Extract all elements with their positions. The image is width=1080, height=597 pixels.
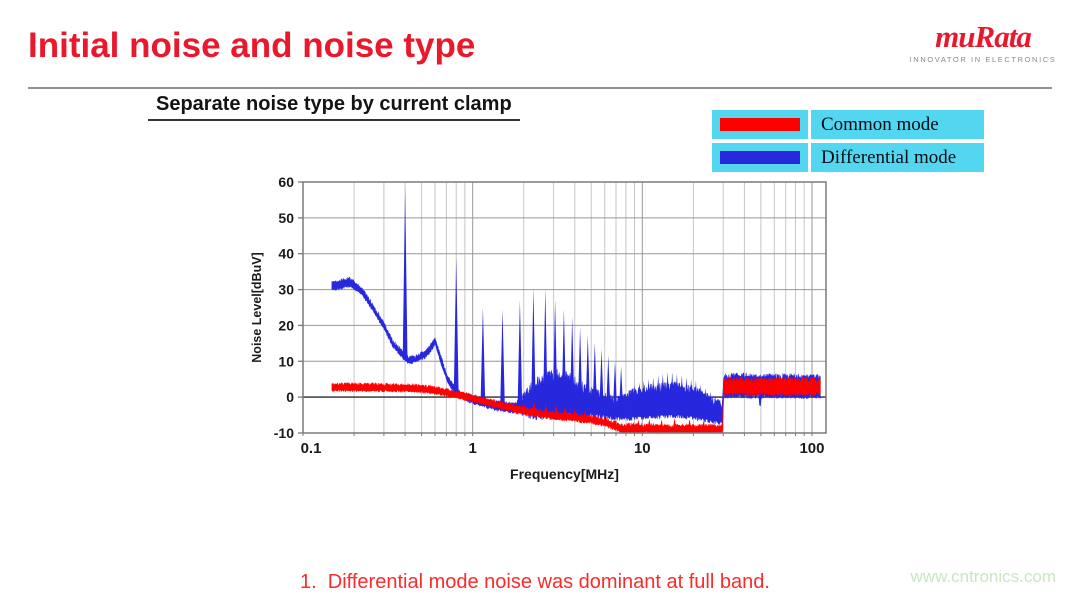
svg-text:Noise Level[dBuV]: Noise Level[dBuV] — [250, 252, 264, 362]
differential-mode-color-swatch — [720, 151, 800, 164]
svg-text:-10: -10 — [274, 425, 294, 441]
watermark: www.cntronics.com — [910, 567, 1056, 586]
svg-text:10: 10 — [634, 440, 651, 457]
murata-logo-wordmark: muRata — [935, 19, 1032, 54]
legend-swatch-cell — [712, 110, 808, 139]
svg-text:20: 20 — [278, 317, 294, 333]
svg-text:40: 40 — [278, 246, 294, 262]
common-mode-color-swatch — [720, 118, 800, 131]
svg-text:50: 50 — [278, 210, 294, 226]
title-divider — [28, 87, 1052, 89]
legend-label-common-mode: Common mode — [811, 110, 984, 139]
murata-logo: muRata INNOVATOR IN ELECTRONICS — [908, 19, 1058, 64]
svg-text:0.1: 0.1 — [301, 440, 322, 457]
svg-text:100: 100 — [799, 440, 824, 457]
legend: Common mode Differential mode — [712, 110, 984, 176]
page-title: Initial noise and noise type — [28, 26, 476, 65]
legend-label-differential-mode: Differential mode — [811, 143, 984, 172]
legend-item-common-mode: Common mode — [712, 110, 984, 139]
murata-logo-tagline: INNOVATOR IN ELECTRONICS — [909, 55, 1057, 64]
svg-text:30: 30 — [278, 282, 294, 298]
note-line-1: 1. Differential mode noise was dominant … — [300, 571, 770, 593]
svg-text:60: 60 — [278, 174, 294, 190]
svg-text:0: 0 — [286, 389, 294, 405]
noise-chart: 60 50 40 30 20 10 0 -10 0.1 1 10 100 Frequency[MHz] N… — [245, 168, 865, 488]
svg-text:10: 10 — [278, 353, 294, 369]
legend-swatch-cell — [712, 143, 808, 172]
conclusion-notes: 1. Differential mode noise was dominant … — [287, 512, 770, 597]
legend-item-differential-mode: Differential mode — [712, 143, 984, 172]
chart-subtitle: Separate noise type by current clamp — [148, 93, 520, 121]
svg-text:Frequency[MHz]: Frequency[MHz] — [510, 466, 619, 482]
svg-text:1: 1 — [468, 440, 476, 457]
